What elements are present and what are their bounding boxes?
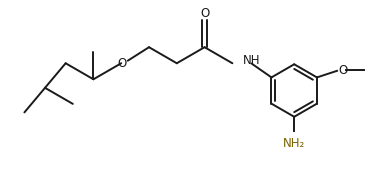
Text: O: O (117, 57, 126, 70)
Text: O: O (339, 64, 348, 77)
Text: O: O (200, 7, 209, 20)
Text: NH: NH (243, 54, 260, 67)
Text: NH₂: NH₂ (283, 137, 305, 150)
